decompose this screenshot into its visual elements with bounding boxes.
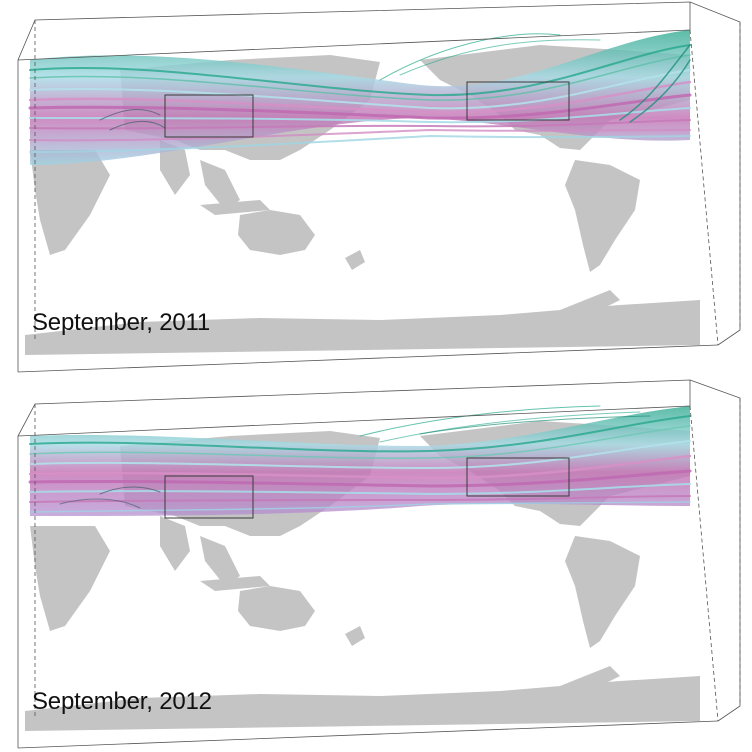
- australia-landmass: [238, 210, 315, 255]
- india-landmass: [160, 516, 190, 571]
- antarctic-peninsula-landmass: [560, 290, 620, 315]
- indonesia-landmass: [200, 200, 270, 215]
- panel-caption: September, 2011: [32, 309, 211, 336]
- southeast-asia-landmass: [200, 536, 240, 586]
- region-box-north-america: [466, 457, 570, 497]
- new-zealand-landmass: [345, 250, 365, 270]
- streamline-band-2012: [28, 405, 692, 519]
- antarctic-peninsula-landmass: [560, 666, 620, 691]
- bounding-box-3d: [17, 379, 741, 749]
- bounding-box-3d: [17, 1, 741, 373]
- south-america-landmass: [565, 536, 640, 648]
- streamline-band-fill: [30, 406, 690, 516]
- region-boxes: [164, 457, 570, 519]
- streamline-visualization-2012: [17, 379, 741, 749]
- region-box-north-america: [466, 81, 570, 121]
- antarctica-landmass: [25, 676, 700, 731]
- panel-caption: September, 2012: [32, 688, 212, 715]
- streamlines: [28, 33, 692, 153]
- australia-landmass: [238, 586, 315, 631]
- africa-landmass: [30, 150, 110, 255]
- region-box-asia: [164, 475, 254, 519]
- panel-2011: September, 2011: [17, 1, 741, 373]
- southeast-asia-landmass: [200, 160, 240, 210]
- streamline-band-2011: [28, 30, 692, 165]
- streamline-band-fill: [30, 30, 690, 165]
- new-zealand-landmass: [345, 626, 365, 646]
- africa-landmass: [30, 526, 110, 631]
- south-america-landmass: [565, 160, 640, 272]
- region-boxes: [164, 81, 570, 138]
- india-landmass: [160, 140, 190, 195]
- region-box-asia: [164, 94, 254, 138]
- indonesia-landmass: [200, 576, 270, 591]
- streamline-visualization-2011: [17, 1, 741, 373]
- antarctica-landmass: [25, 300, 700, 355]
- panel-2012: September, 2012: [0, 376, 752, 752]
- streamlines: [28, 405, 692, 513]
